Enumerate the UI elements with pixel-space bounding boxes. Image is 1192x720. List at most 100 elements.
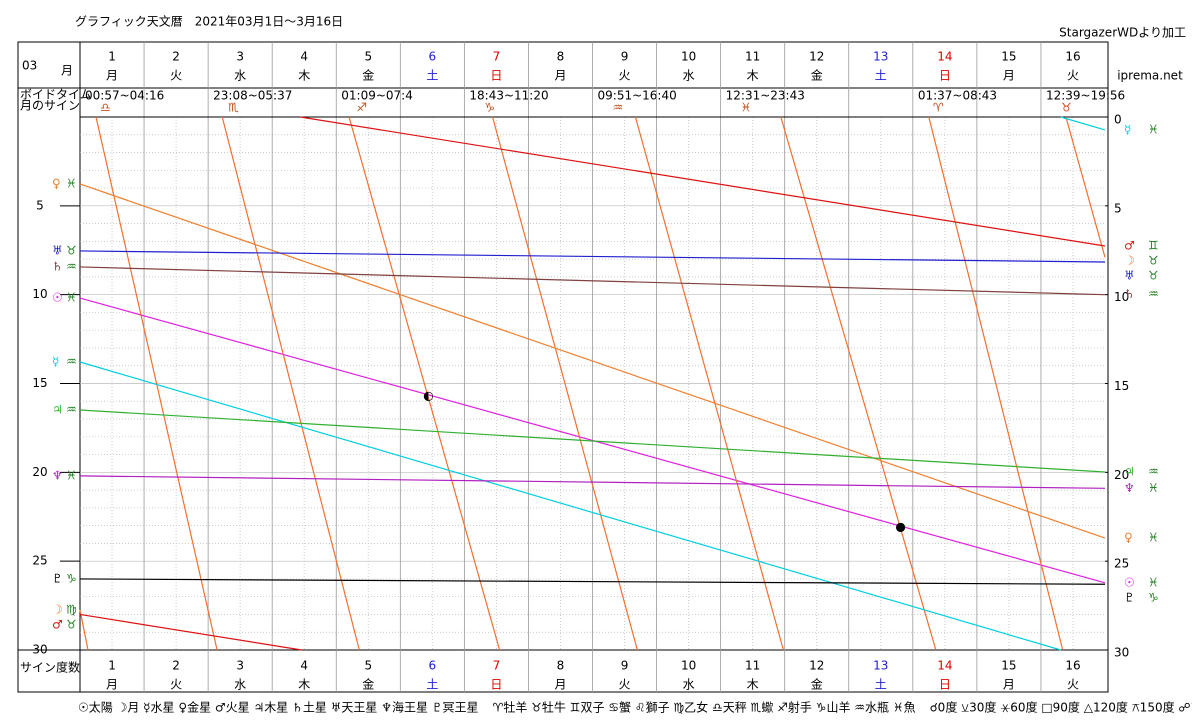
void-time: 23:08~05:37 (213, 89, 292, 103)
day-number: 5 (364, 50, 372, 64)
void-time: 12:31~23:43 (726, 89, 805, 103)
day-number: 13 (873, 659, 888, 673)
day-number: 16 (1065, 50, 1080, 64)
day-number: 1 (108, 659, 116, 673)
planet-label: ☽ (1124, 253, 1135, 267)
y-tick-label: 10 (32, 287, 47, 301)
y-tick-label: 25 (32, 554, 47, 568)
month-unit: 月 (61, 64, 73, 78)
sign-label: ♒ (1148, 464, 1159, 478)
moon-sign: ♉ (1061, 101, 1072, 115)
planet-label: ♇ (1124, 590, 1135, 604)
sign-label: ♒ (66, 355, 77, 369)
weekday: 火 (170, 69, 182, 83)
y-tick-label: 20 (32, 465, 47, 479)
planet-line (79, 409, 1106, 473)
sign-label: ♉ (1148, 268, 1159, 282)
day-number: 5 (364, 659, 372, 673)
planet-label: ♂ (1124, 238, 1135, 252)
moon-phase: ◐ (423, 388, 433, 402)
day-number: 10 (681, 659, 696, 673)
void-time: 18:43~11:20 (469, 89, 548, 103)
weekday: 土 (426, 69, 438, 83)
planet-label: ♅ (52, 243, 63, 257)
weekday: 金 (811, 68, 823, 83)
moon-sign: ♐ (356, 101, 367, 115)
planet-label: ♀ (1124, 531, 1133, 545)
legend: ☌0度 ⚺30度 ⚹60度 □90度 △120度 ⚻150度 ☍180度 (930, 700, 1192, 715)
day-number: 9 (621, 50, 629, 64)
day-number: 14 (937, 659, 952, 673)
planet-label: ♄ (52, 259, 63, 273)
y2-tick-label: 10 (1114, 290, 1129, 304)
moon-sign: ♏ (228, 101, 239, 115)
day-number: 11 (745, 659, 760, 673)
weekday: 水 (683, 678, 695, 692)
sign-label: ♉ (66, 243, 77, 257)
planet-line (79, 116, 1106, 651)
y2-tick-label: 20 (1114, 468, 1129, 482)
planet-label: ☽ (52, 603, 63, 617)
weekday: 木 (747, 69, 759, 83)
sign-label: ♓ (66, 291, 77, 305)
weekday: 日 (939, 69, 951, 83)
title: グラフィック天文暦 2021年03月1日～3月16日 (75, 14, 343, 29)
moon-sign: ♑ (484, 101, 495, 115)
planet-line (79, 266, 1106, 296)
weekday: 火 (170, 678, 182, 692)
weekday: 月 (1003, 69, 1015, 83)
planet-label: ☿ (1124, 122, 1131, 136)
planet-line (79, 116, 1106, 651)
day-number: 3 (236, 659, 244, 673)
sign-label: ♒ (66, 402, 77, 416)
planet-line (79, 116, 1106, 651)
weekday: 土 (875, 678, 887, 692)
moon-sign-label: 月のサイン (20, 99, 80, 113)
day-number: 15 (1001, 50, 1016, 64)
day-number: 14 (937, 50, 952, 64)
weekday: 水 (683, 69, 695, 83)
site: iprema.net (1117, 69, 1183, 83)
planet-label: ♄ (1124, 287, 1135, 301)
weekday: 月 (106, 69, 118, 83)
planet-label: ♆ (52, 468, 63, 482)
weekday: 金 (811, 677, 823, 692)
legend: ♈牡羊 ♉牡牛 ♊双子 ♋蟹 ♌獅子 ♍乙女 ♎天秤 ♏蠍 ♐射手 ♑山羊 ♒水… (493, 700, 916, 715)
planet-label: ♆ (1124, 481, 1135, 495)
legend: ☉太陽 ☽月 ☿水星 ♀金星 ♂火星 ♃木星 ♄土星 ♅天王星 ♆海王星 ♇冥王… (78, 700, 479, 715)
weekday: 月 (554, 678, 566, 692)
weekday: 月 (554, 69, 566, 83)
void-time: 01:09~07:4 (341, 89, 413, 103)
sign-label: ♉ (66, 618, 77, 632)
planet-label: ♂ (52, 618, 63, 632)
day-number: 1 (108, 50, 116, 64)
weekday: 土 (875, 69, 887, 83)
planet-label: ♀ (52, 176, 61, 190)
sign-label: ♑ (1148, 590, 1159, 604)
day-number: 8 (557, 50, 565, 64)
day-number: 12 (809, 50, 824, 64)
planet-label: ☉ (52, 291, 63, 305)
sign-label: ♓ (1148, 575, 1159, 589)
weekday: 火 (619, 69, 631, 83)
y2-tick-label: 25 (1114, 557, 1129, 571)
weekday: 月 (1003, 678, 1015, 692)
weekday: 火 (1067, 69, 1079, 83)
planet-label: ♃ (1124, 464, 1135, 478)
planet-label: ♇ (52, 571, 63, 585)
sign-label: ♓ (66, 176, 77, 190)
weekday: 水 (234, 678, 246, 692)
weekday: 日 (490, 69, 502, 83)
planet-line (79, 578, 1106, 585)
planet-label: ☉ (1124, 575, 1135, 589)
day-number: 4 (300, 659, 308, 673)
planet-label: ♃ (52, 402, 63, 416)
void-time: 00:57~04:16 (85, 89, 164, 103)
moon-sign: ♒ (613, 101, 624, 115)
credit: StargazerWDより加工 (1059, 26, 1186, 40)
y-tick-label: 15 (32, 376, 47, 390)
day-number: 11 (745, 50, 760, 64)
void-time: 12:39~19:56 (1046, 89, 1125, 103)
sign-label: ♓ (1148, 531, 1159, 545)
